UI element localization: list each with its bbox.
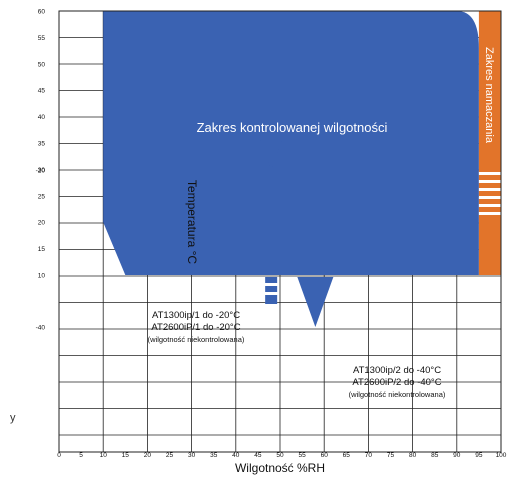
x-tick-label: 60 [321,452,329,459]
arrow-label-line: (wilgotność niekontrolowana) [349,390,446,399]
y-tick-label: 35 [38,141,46,148]
y-tick-label: 55 [38,35,46,42]
arrow-label-line: AT2600iP/2 do -40°C [352,377,441,388]
y-tick-label: -20 [36,168,46,175]
arrow-head [297,277,334,327]
calibration-stripe [478,212,501,215]
y-tick-label: 45 [38,88,46,95]
x-tick-label: 35 [210,452,218,459]
x-tick-label: 50 [276,452,284,459]
calibration-stripe [478,204,501,207]
calibration-region-label: Zakres namaczania [483,47,495,144]
x-tick-label: 85 [431,452,439,459]
plot-border [58,10,502,453]
x-tick-labels: 0 5 10 15 20 25 30 35 40 45 50 55 60 65 70 75 80 85 90 95 10… [57,452,507,459]
y-tick-label: 25 [38,193,46,200]
y-tick-label: 10 [38,273,46,280]
calibration-stripes [478,172,501,215]
x-axis-label: Wilgotność %RH [235,461,325,475]
x-tick-label: 65 [343,452,351,459]
arrow-dash [265,277,278,283]
arrow-label-line: AT2600iP/1 do -20°C [151,322,240,333]
y-tick-label: 15 [38,246,46,253]
y-tick-label: 60 [38,9,46,16]
arrow-label-line: (wilgotność niekontrolowana) [148,335,245,344]
calibration-stripe [478,172,501,175]
x-tick-label: 100 [496,452,507,459]
y-tick-label: 30 [38,167,46,174]
plot-frame [58,10,502,453]
y-tick-labels: 60 55 50 45 40 35 30 25 20 15 10 -20 -40 [36,9,46,332]
y-tick-label: 40 [38,114,46,121]
x-tick-label: 95 [475,452,483,459]
x-tick-label: 70 [365,452,373,459]
stray-text: y [10,412,16,424]
x-tick-label: 45 [254,452,262,459]
calibration-stripe [478,180,501,183]
x-tick-label: 30 [188,452,196,459]
arrow-dash [265,295,278,304]
y-tick-label: -40 [36,325,46,332]
x-tick-label: 40 [232,452,240,459]
arrows [253,120,334,327]
calibration-stripe [478,188,501,191]
y-tick-label: 50 [38,61,46,68]
x-tick-label: 10 [100,452,108,459]
x-tick-label: 0 [57,452,61,459]
arrow-label-line: AT1300ip/2 do -40°C [353,365,441,376]
calibration-region [478,11,501,275]
x-tick-label: 80 [409,452,417,459]
x-tick-label: 5 [79,452,83,459]
x-tick-label: 75 [387,452,395,459]
x-tick-label: 20 [144,452,152,459]
x-tick-label: 25 [166,452,174,459]
controlled-region-label: Zakres kontrolowanej wilgotności [197,120,388,135]
x-tick-label: 15 [122,452,130,459]
controlled-humidity-region [103,11,479,275]
y-tick-label: 20 [38,220,46,227]
arrow-head [253,120,290,170]
y-axis-label: Temperatura °C [185,179,199,265]
arrow-label-line: AT1300ip/1 do -20°C [152,310,240,321]
calibration-stripe [478,196,501,199]
arrow-dash [265,286,278,292]
x-tick-label: 90 [453,452,461,459]
x-tick-label: 55 [298,452,306,459]
